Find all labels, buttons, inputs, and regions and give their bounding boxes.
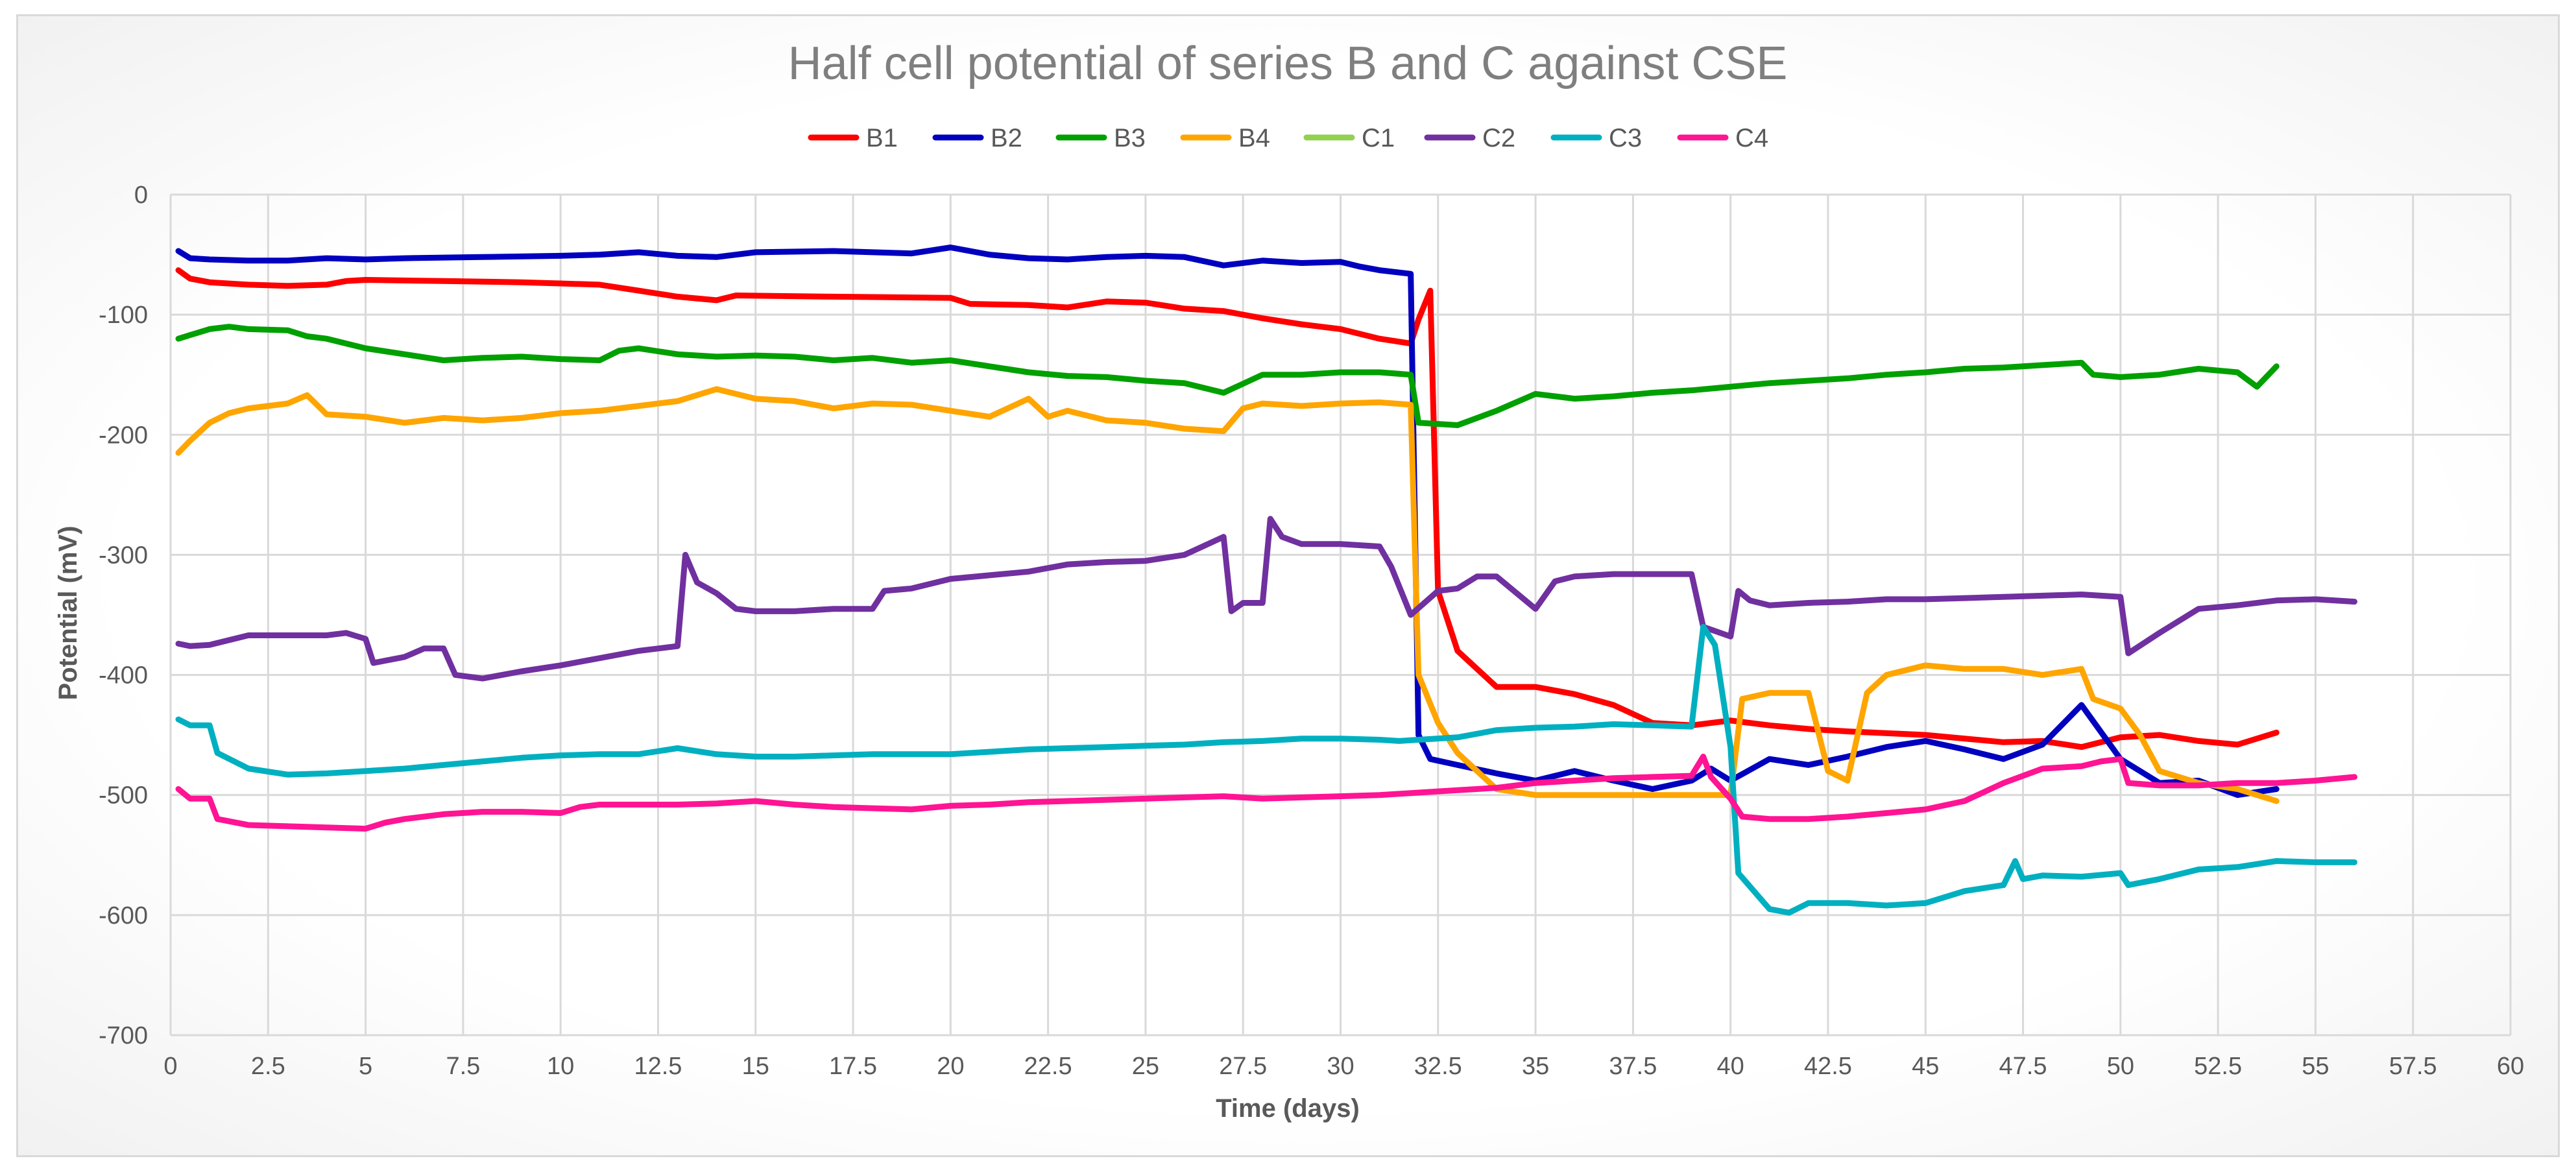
series-line-c3: [175, 624, 2357, 916]
x-tick-label: 40: [1717, 1053, 1744, 1080]
x-tick-label: 7.5: [446, 1053, 480, 1080]
x-tick-label: 0: [163, 1053, 177, 1080]
x-tick-label: 32.5: [1414, 1053, 1462, 1080]
series-line-c4: [175, 754, 2357, 832]
x-tick-label: 27.5: [1219, 1053, 1267, 1080]
legend-label-b3: B3: [1114, 124, 1146, 152]
y-tick-label: 0: [134, 182, 148, 209]
x-tick-label: 17.5: [829, 1053, 877, 1080]
y-tick-label: -600: [99, 902, 148, 929]
x-tick-label: 57.5: [2389, 1053, 2437, 1080]
x-tick-label: 52.5: [2194, 1053, 2242, 1080]
x-axis-title: Time (days): [1216, 1094, 1360, 1123]
x-tick-label: 42.5: [1804, 1053, 1852, 1080]
legend-label-b2: B2: [991, 124, 1022, 152]
x-tick-label: 25: [1132, 1053, 1159, 1080]
series-line-b2: [175, 245, 2280, 798]
x-tick-label: 20: [937, 1053, 964, 1080]
y-tick-label: -500: [99, 782, 148, 809]
legend-label-b1: B1: [866, 124, 898, 152]
legend-label-c2: C2: [1482, 124, 1515, 152]
y-axis-title: Potential (mV): [54, 526, 82, 701]
series-line-b4: [175, 386, 2280, 804]
x-tick-label: 15: [742, 1053, 769, 1080]
x-tick-label: 35: [1522, 1053, 1549, 1080]
x-tick-label: 2.5: [251, 1053, 285, 1080]
chart-frame: [16, 14, 2560, 1157]
x-tick-label: 10: [547, 1053, 574, 1080]
y-tick-label: -100: [99, 302, 148, 329]
y-tick-label: -300: [99, 542, 148, 569]
x-tick-label: 45: [1912, 1053, 1939, 1080]
chart-grid: [169, 193, 2512, 1036]
x-tick-label: 55: [2302, 1053, 2329, 1080]
legend-label-c3: C3: [1609, 124, 1642, 152]
x-tick-label: 50: [2107, 1053, 2134, 1080]
x-tick-label: 12.5: [634, 1053, 682, 1080]
y-tick-label: -200: [99, 422, 148, 449]
legend-label-c1: C1: [1362, 124, 1395, 152]
x-tick-label: 37.5: [1609, 1053, 1657, 1080]
chart-title: Half cell potential of series B and C ag…: [788, 38, 1788, 90]
x-tick-label: 47.5: [1999, 1053, 2047, 1080]
y-tick-label: -400: [99, 662, 148, 689]
chart-legend: B1 B2 B3 B4 C1 C2 C3 C4: [808, 124, 1768, 152]
plot-series: [175, 245, 2357, 916]
legend-label-b4: B4: [1238, 124, 1270, 152]
x-tick-label: 30: [1327, 1053, 1354, 1080]
y-tick-label: -700: [99, 1022, 148, 1049]
x-tick-label: 60: [2497, 1053, 2524, 1080]
series-line-b1: [175, 267, 2280, 750]
x-tick-label: 5: [359, 1053, 372, 1080]
x-tick-label: 22.5: [1024, 1053, 1072, 1080]
series-line-b3: [175, 324, 2280, 428]
legend-label-c4: C4: [1735, 124, 1768, 152]
series-line-c2: [175, 516, 2357, 682]
